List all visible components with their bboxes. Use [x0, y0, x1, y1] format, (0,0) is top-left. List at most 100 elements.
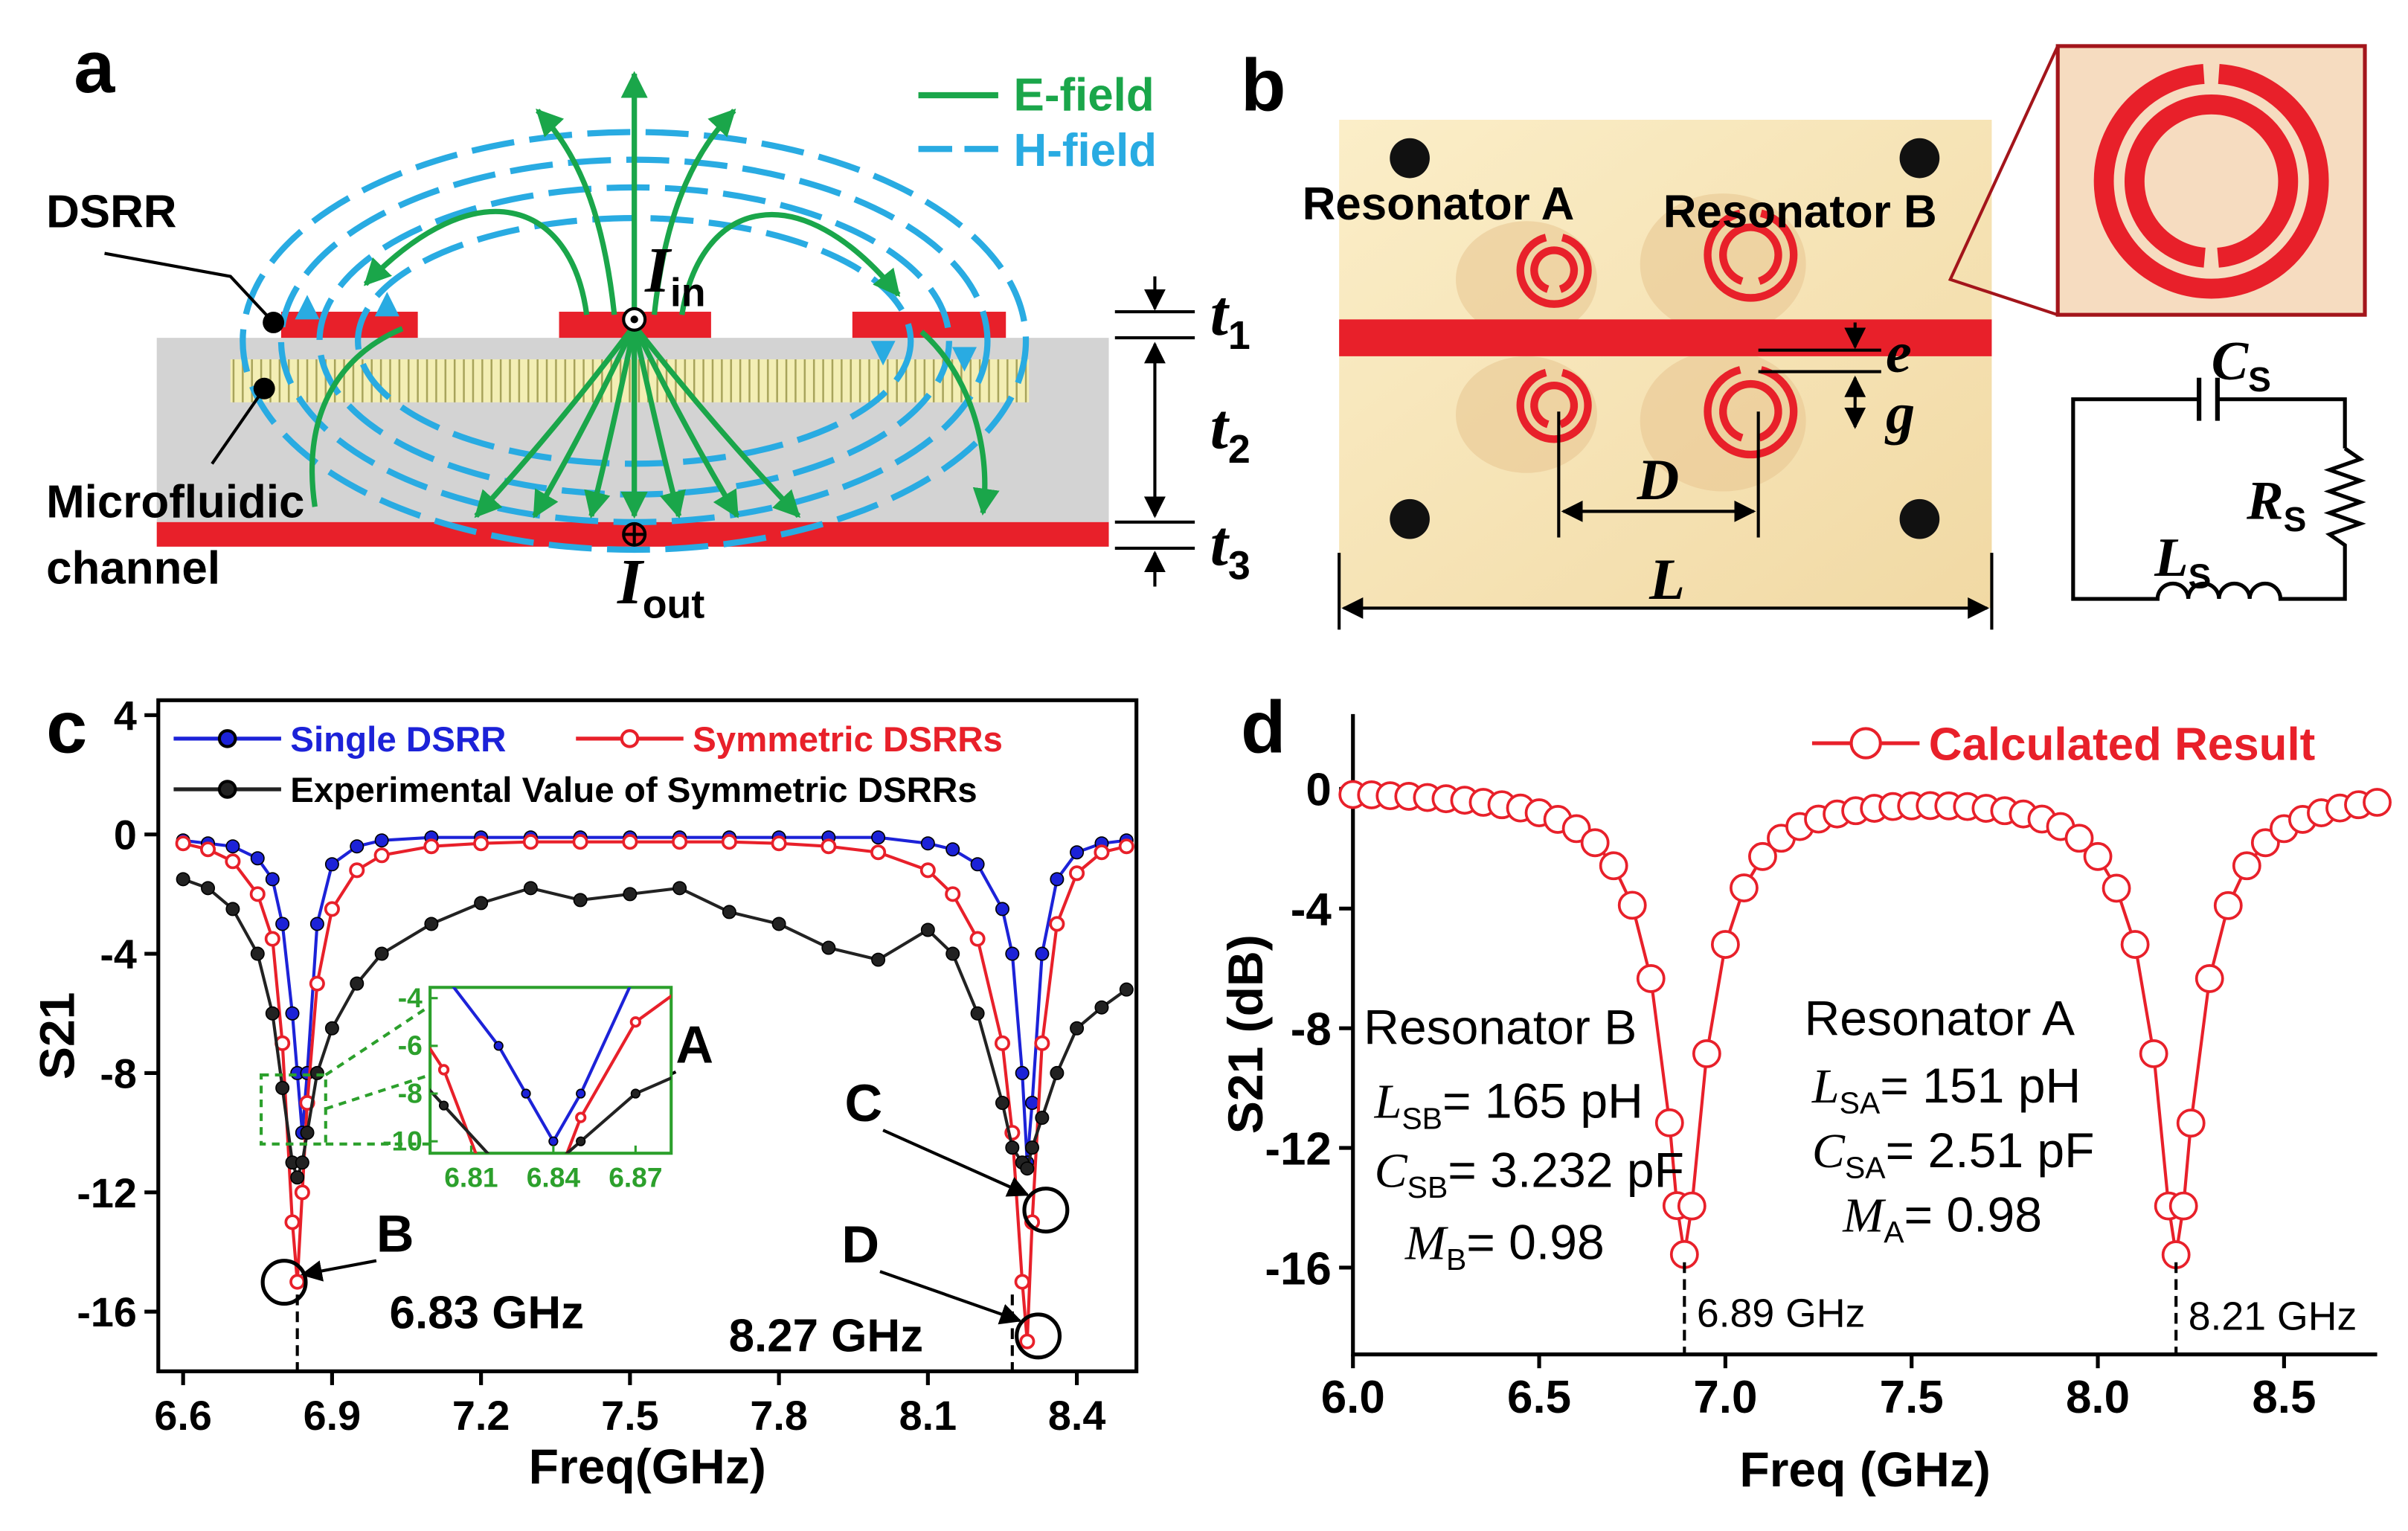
data-point	[249, 886, 266, 902]
data-point	[200, 841, 216, 858]
data-point	[850, 927, 859, 936]
subscript: SA	[1840, 1086, 1881, 1120]
data-point	[1019, 1333, 1036, 1349]
e-field-line	[309, 326, 404, 507]
data-point	[295, 1155, 309, 1170]
y-axis-label: S21 (dB)	[1218, 934, 1273, 1134]
board	[1339, 120, 1992, 609]
data-point	[494, 1209, 503, 1218]
data-point	[1617, 890, 1647, 920]
x-axis-label: Freq(GHz)	[529, 1439, 766, 1494]
data-point	[1748, 841, 1777, 871]
data-point	[522, 834, 539, 850]
data-point	[576, 1088, 586, 1099]
channel-label: channel	[46, 542, 220, 594]
highlight-circle	[260, 1259, 308, 1306]
data-point	[821, 940, 836, 955]
inset-tick-label: 6.81	[444, 1162, 498, 1193]
data-point	[920, 836, 935, 851]
data-point	[1119, 982, 1134, 997]
data-point	[1014, 1274, 1030, 1290]
data-point	[324, 901, 340, 917]
dimension-label: e	[1886, 320, 1912, 385]
sub-label: LSA= 151 pH	[1811, 1058, 2081, 1120]
data-point	[629, 1016, 641, 1028]
data-point	[374, 946, 389, 961]
data-point	[1034, 1035, 1050, 1051]
data-point	[2357, 901, 2366, 910]
data-point	[821, 838, 837, 855]
data-point	[1035, 946, 1050, 961]
y-axis-label: S21	[29, 992, 84, 1080]
subscript: 1	[1228, 313, 1250, 358]
x-tick-label: 6.6	[154, 1393, 211, 1439]
symbol: t	[1210, 277, 1230, 349]
data-point	[2083, 841, 2113, 871]
e-field-line	[363, 208, 590, 315]
sub-label: t3	[1210, 508, 1250, 588]
data-point	[1809, 901, 1818, 910]
data-point	[871, 830, 886, 845]
data-point	[324, 1021, 339, 1036]
data-point	[437, 1064, 450, 1076]
e-field-line	[584, 324, 638, 519]
data-point	[225, 902, 240, 917]
data-point	[1730, 873, 1759, 902]
y-tick-label: 0	[1306, 765, 1331, 816]
data-point	[713, 1053, 722, 1062]
point-label: B	[376, 1204, 414, 1262]
data-point	[1005, 946, 1020, 961]
data-point	[871, 952, 886, 967]
data-point	[303, 946, 312, 955]
data-point	[385, 934, 394, 943]
data-point	[1050, 1065, 1065, 1080]
symbol: L	[2154, 527, 2188, 588]
circuit-wire	[2071, 397, 2366, 601]
x-tick-label: 6.9	[304, 1393, 361, 1439]
dimension-label: L	[1648, 547, 1685, 612]
data-point	[474, 896, 489, 911]
sub-label: t1	[1210, 277, 1250, 358]
data-point	[713, 922, 722, 931]
legend-text: Calculated Result	[1929, 719, 2315, 770]
data-point	[1692, 1039, 1721, 1068]
inset-tick-label: -6	[398, 1030, 423, 1061]
e-field-line	[474, 324, 637, 519]
h-field-line	[240, 129, 1030, 553]
data-point	[275, 917, 290, 931]
data-point	[1005, 1140, 1020, 1155]
sub-label: RS	[2246, 471, 2306, 539]
value-text: = 151 pH	[1880, 1058, 2081, 1113]
data-point	[166, 908, 175, 917]
data-point	[2213, 890, 2243, 920]
y-tick-label: -4	[100, 931, 137, 978]
symbol: M	[1842, 1188, 1887, 1242]
e-field-line	[536, 109, 617, 315]
y-tick-label: -16	[77, 1289, 137, 1335]
symbol: M	[1404, 1216, 1449, 1271]
value-text: = 165 pH	[1442, 1073, 1643, 1129]
ring	[2093, 64, 2329, 299]
data-point	[1599, 851, 1628, 881]
y-tick-label: -12	[77, 1170, 137, 1216]
e-field-line	[679, 212, 901, 315]
ring	[1719, 223, 1782, 285]
x-tick-label: 6.0	[1321, 1372, 1385, 1423]
inset-tick-label: -10	[382, 1126, 423, 1157]
data-point	[2083, 901, 2092, 910]
ring	[1516, 368, 1592, 443]
inset-plot	[166, 901, 2366, 1218]
mount-hole	[1899, 138, 1940, 179]
marker-label: 8.27 GHz	[729, 1310, 924, 1361]
h-field-arrow	[374, 292, 399, 317]
value-text: = 0.98	[1466, 1215, 1604, 1270]
x-tick-label: 8.1	[899, 1393, 957, 1439]
data-point	[1020, 1161, 1035, 1176]
data-point	[771, 835, 787, 852]
data-point	[264, 931, 280, 947]
panel-label: c	[46, 685, 87, 768]
subscript: out	[643, 582, 705, 626]
data-point	[2363, 788, 2392, 817]
data-point	[2168, 1191, 2198, 1221]
